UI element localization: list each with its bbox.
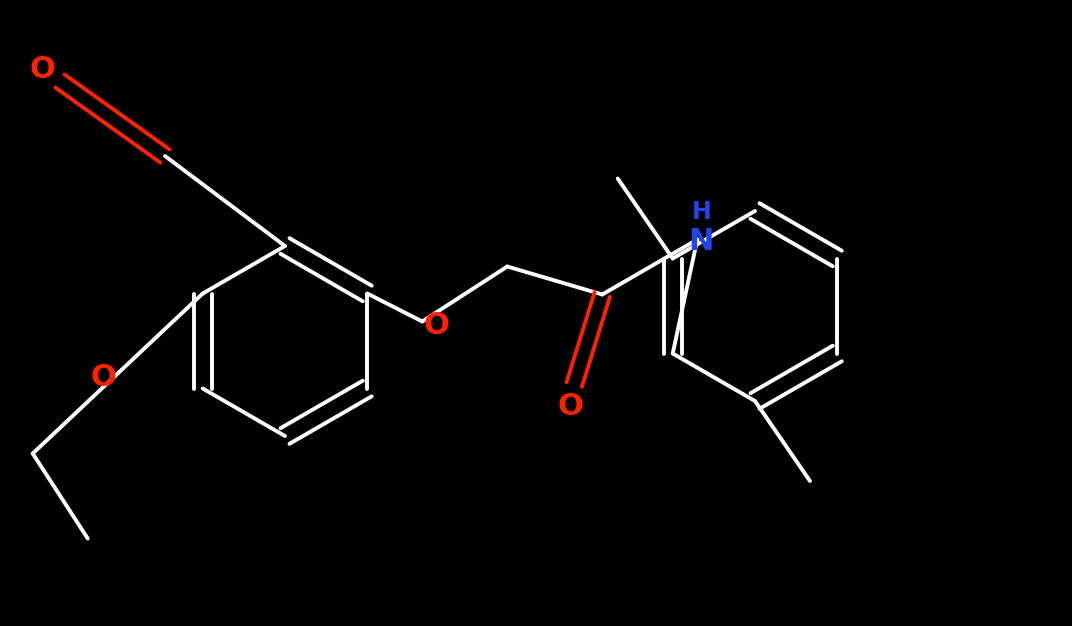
Text: O: O <box>557 392 583 421</box>
Text: O: O <box>423 311 449 340</box>
Text: N: N <box>688 227 714 256</box>
Text: H: H <box>691 200 711 223</box>
Text: O: O <box>91 363 117 392</box>
Text: O: O <box>29 54 55 83</box>
